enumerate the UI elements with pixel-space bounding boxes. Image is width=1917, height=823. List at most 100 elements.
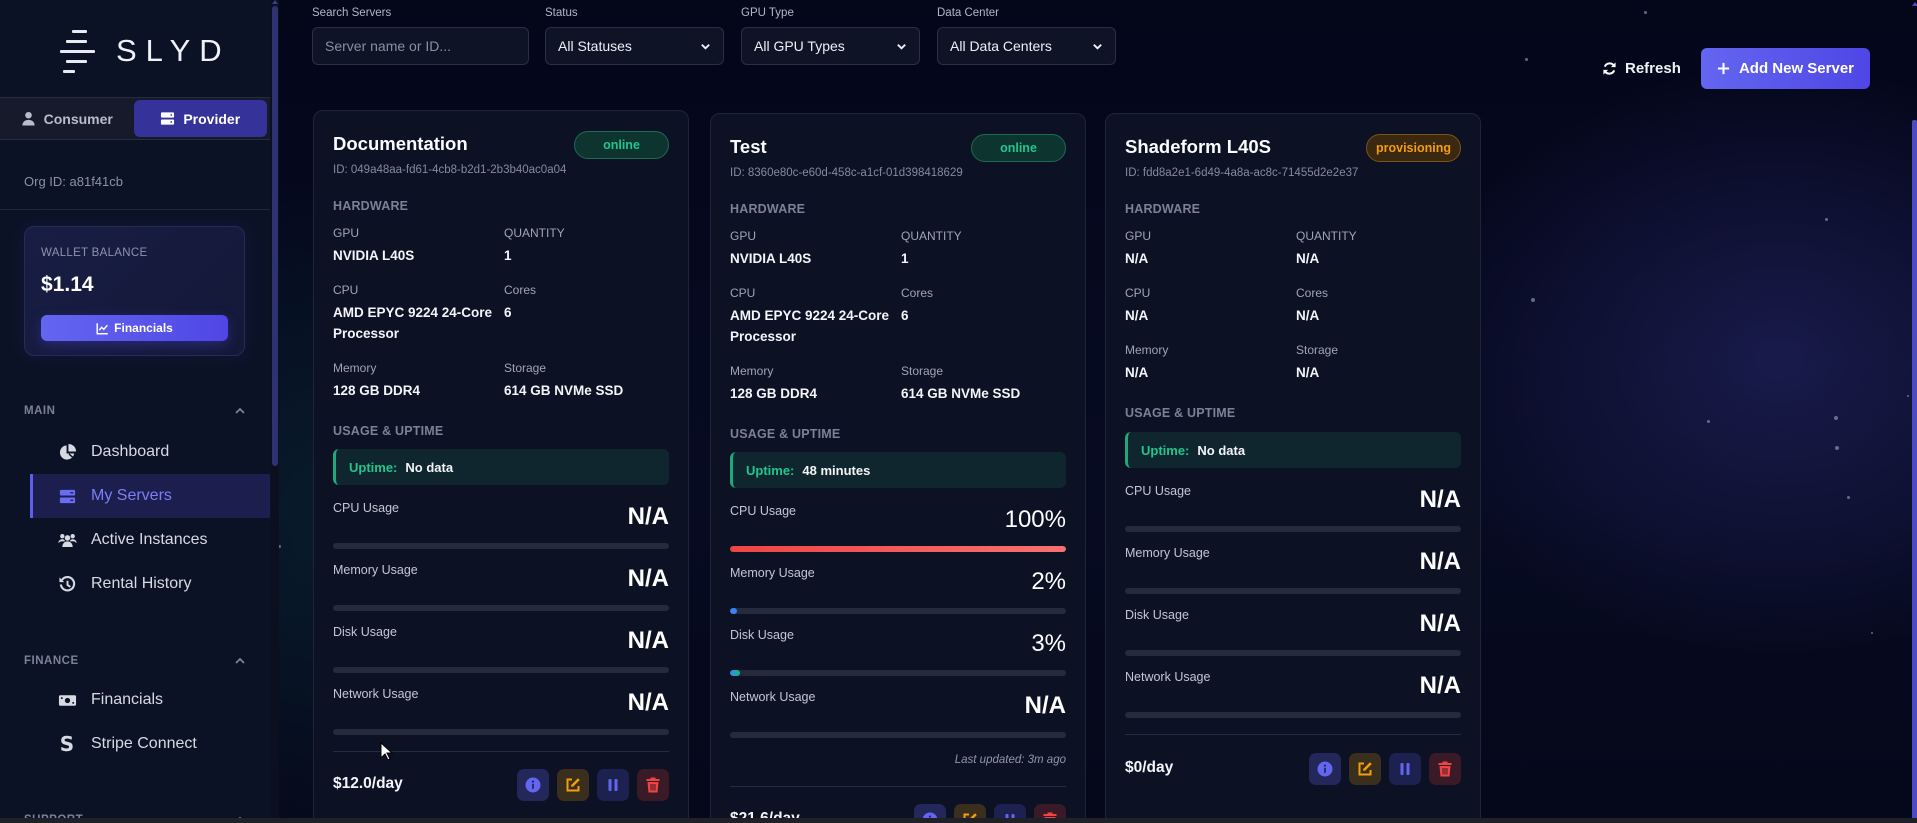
disk-usage-value: N/A bbox=[1419, 610, 1461, 637]
search-placeholder: Server name or ID... bbox=[325, 38, 452, 54]
disk-usage-value: N/A bbox=[627, 627, 669, 654]
gpu-type-select[interactable]: All GPU Types bbox=[741, 27, 920, 65]
sidebar-item-active-instances[interactable]: Active Instances bbox=[30, 518, 270, 562]
cpu-usage-label: CPU Usage bbox=[730, 504, 796, 518]
section-main-header[interactable]: MAIN bbox=[24, 405, 246, 417]
provider-tab[interactable]: Provider bbox=[133, 100, 267, 137]
gpu-value: NVIDIA L40S bbox=[333, 248, 415, 263]
server-id: ID: 8360e80c-e60d-458c-a1cf-01d398418629 bbox=[730, 167, 963, 179]
chevron-up-icon bbox=[235, 657, 245, 664]
sidebar-item-label: Dashboard bbox=[91, 443, 170, 460]
memory-value: N/A bbox=[1125, 365, 1149, 380]
cpu-usage-value: N/A bbox=[627, 503, 669, 530]
cpu-usage-label: CPU Usage bbox=[1125, 484, 1191, 498]
info-icon bbox=[1317, 761, 1333, 777]
network-usage-bar bbox=[333, 729, 669, 735]
sidebar-item-label: Active Instances bbox=[91, 531, 208, 548]
sidebar-item-stripe-connect[interactable]: S Stripe Connect bbox=[30, 722, 270, 766]
delete-button[interactable] bbox=[637, 769, 669, 801]
sidebar-item-my-servers[interactable]: My Servers bbox=[30, 474, 270, 518]
sidebar-scroll-up-arrow[interactable] bbox=[272, 0, 278, 4]
edit-button[interactable] bbox=[557, 769, 589, 801]
quantity-value: N/A bbox=[1296, 251, 1320, 266]
chevron-down-icon bbox=[897, 43, 906, 50]
history-icon bbox=[57, 574, 77, 594]
sidebar-scrollbar-thumb[interactable] bbox=[272, 6, 278, 466]
cores-value: N/A bbox=[1296, 308, 1320, 323]
storage-label: Storage bbox=[901, 364, 944, 378]
cpu-label: CPU bbox=[1125, 286, 1151, 300]
delete-button[interactable] bbox=[1429, 753, 1461, 785]
usage-heading: USAGE & UPTIME bbox=[1125, 406, 1236, 420]
card-divider bbox=[730, 786, 1066, 787]
chevron-down-icon bbox=[1093, 43, 1102, 50]
network-usage-bar bbox=[730, 732, 1066, 738]
add-new-server-button[interactable]: Add New Server bbox=[1701, 48, 1870, 89]
memory-usage-label: Memory Usage bbox=[333, 563, 418, 577]
logo[interactable]: SLYD bbox=[60, 28, 231, 74]
info-button[interactable] bbox=[1309, 753, 1341, 785]
cpu-label: CPU bbox=[333, 283, 359, 297]
sidebar-item-label: Rental History bbox=[91, 575, 192, 592]
uptime-box: Uptime: No data bbox=[1125, 432, 1461, 468]
search-input[interactable]: Server name or ID... bbox=[312, 27, 529, 65]
disk-usage-value: 3% bbox=[1031, 630, 1066, 657]
gpu-value: NVIDIA L40S bbox=[730, 251, 812, 266]
sidebar-item-financials[interactable]: Financials bbox=[30, 678, 270, 722]
card-divider bbox=[333, 751, 669, 752]
disk-usage-bar bbox=[1125, 650, 1461, 656]
main-scrollbar-thumb[interactable] bbox=[1912, 120, 1917, 823]
server-name: Test bbox=[730, 136, 767, 157]
sidebar-item-rental-history[interactable]: Rental History bbox=[30, 562, 270, 606]
gpu-type-select-value: All GPU Types bbox=[754, 38, 845, 54]
cpu-usage-value: N/A bbox=[1419, 486, 1461, 513]
pause-button[interactable] bbox=[597, 769, 629, 801]
sidebar-item-label: Stripe Connect bbox=[91, 735, 197, 752]
server-icon bbox=[57, 486, 77, 506]
disk-usage-label: Disk Usage bbox=[1125, 608, 1189, 622]
consumer-tab[interactable]: Consumer bbox=[0, 100, 134, 137]
horizontal-scrollbar[interactable] bbox=[0, 818, 1917, 823]
server-id: ID: 049a48aa-fd61-4cb8-b2d1-2b3b40ac0a04 bbox=[333, 164, 567, 176]
sidebar-item-dashboard[interactable]: Dashboard bbox=[30, 430, 270, 474]
memory-usage-bar bbox=[333, 605, 669, 611]
cpu-usage-value: 100% bbox=[1004, 506, 1066, 533]
cores-value: 6 bbox=[901, 308, 909, 323]
status-label: Status bbox=[545, 7, 578, 19]
pause-button[interactable] bbox=[1389, 753, 1421, 785]
wallet-financials-label: Financials bbox=[114, 321, 173, 335]
card-actions bbox=[1309, 753, 1461, 785]
wallet-balance: $1.14 bbox=[41, 273, 94, 296]
section-finance-header[interactable]: FINANCE bbox=[24, 655, 246, 667]
disk-usage-label: Disk Usage bbox=[730, 628, 794, 642]
status-select[interactable]: All Statuses bbox=[545, 27, 724, 65]
chart-line-icon bbox=[96, 322, 109, 335]
money-bill-icon bbox=[57, 690, 77, 710]
chart-pie-icon bbox=[57, 442, 77, 462]
main-scroll-up-arrow[interactable] bbox=[1912, 2, 1917, 6]
cpu-usage-bar bbox=[730, 546, 1066, 552]
wallet-label: WALLET BALANCE bbox=[41, 247, 148, 259]
price-per-day: $0/day bbox=[1125, 759, 1174, 776]
info-button[interactable] bbox=[517, 769, 549, 801]
network-usage-label: Network Usage bbox=[730, 690, 816, 704]
add-new-server-label: Add New Server bbox=[1738, 60, 1855, 77]
memory-usage-bar bbox=[1125, 588, 1461, 594]
data-center-select[interactable]: All Data Centers bbox=[937, 27, 1116, 65]
quantity-value: 1 bbox=[901, 251, 909, 266]
disk-usage-bar bbox=[333, 667, 669, 673]
server-id: ID: fdd8a2e1-6d49-4a8a-ac8c-71455d2e2e37 bbox=[1125, 167, 1359, 179]
user-icon bbox=[22, 111, 35, 126]
refresh-button[interactable]: Refresh bbox=[1602, 56, 1681, 80]
provider-tab-label: Provider bbox=[183, 110, 241, 127]
memory-value: 128 GB DDR4 bbox=[730, 386, 818, 401]
storage-value: 614 GB NVMe SSD bbox=[901, 386, 1021, 401]
network-usage-value: N/A bbox=[1419, 672, 1461, 699]
quantity-label: QUANTITY bbox=[1296, 229, 1357, 243]
edit-button[interactable] bbox=[1349, 753, 1381, 785]
wallet-card: WALLET BALANCE $1.14 Financials bbox=[24, 226, 245, 356]
card-divider bbox=[1125, 734, 1461, 735]
sidebar: SLYD Consumer Provider Org ID: a81f41cb … bbox=[0, 0, 279, 823]
wallet-financials-button[interactable]: Financials bbox=[41, 315, 228, 341]
sidebar-item-label: Financials bbox=[91, 691, 164, 708]
